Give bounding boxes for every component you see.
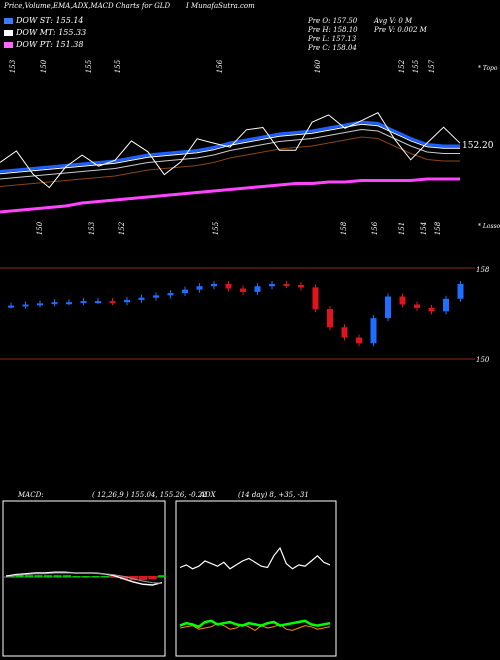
macd-panel (2, 500, 166, 657)
adx-line (179, 546, 331, 570)
macd-histogram-bar (110, 576, 119, 578)
legend-item-pt: DOW PT: 151.38 (4, 40, 83, 50)
macd-histogram-bar (72, 576, 81, 578)
candle-body (66, 302, 72, 305)
candle-body (51, 302, 58, 305)
candle-body (22, 304, 29, 307)
price-level-150: 150 (476, 356, 490, 364)
macd-histogram-bar (44, 575, 52, 577)
macd-histogram-bar (82, 576, 90, 578)
candle-body (327, 309, 333, 328)
candle-body (370, 318, 377, 344)
legend-swatch-mt (4, 30, 13, 36)
losso-label: * Losso (478, 223, 500, 230)
macd-signal-line (5, 572, 163, 584)
topo-label: * Topo (478, 65, 498, 72)
candle-body (8, 305, 14, 308)
candle-body (298, 285, 304, 288)
candle-body (254, 286, 261, 292)
macd-histogram-bar (139, 576, 147, 581)
candle-body (356, 337, 362, 344)
ema-pt-line (0, 177, 460, 214)
candle-body (240, 288, 246, 292)
price-level-158: 158 (476, 266, 490, 274)
candle-body (385, 296, 391, 319)
macd-values: ( 12,26,9 ) 155.04, 155.26, -0.22 (92, 491, 207, 499)
stat-pre-close: Pre C: 158.04 (308, 44, 357, 52)
candle-body (80, 301, 87, 304)
stat-pre-low: Pre L: 157.13 (308, 35, 357, 43)
stat-pre-open: Pre O: 157.50 (308, 17, 358, 25)
candle-body (283, 283, 290, 286)
candlesticks (8, 280, 464, 347)
adx-minus-di-line (179, 622, 331, 632)
stat-avg-volume: Avg V: 0 M (374, 17, 413, 25)
legend-st-label: DOW ST: 155.14 (16, 16, 84, 25)
candle-body (196, 286, 203, 290)
macd-label: MACD: (18, 491, 44, 499)
candle-body (414, 304, 420, 308)
macd-histogram-bar (129, 576, 138, 581)
candle-body (124, 299, 130, 303)
candle-body (457, 283, 464, 299)
macd-histogram-bar (148, 576, 157, 580)
adx-label: ADX (200, 491, 216, 499)
stat-pre-volume: Pre V: 0.002 M (374, 26, 427, 34)
candle-body (428, 307, 435, 312)
ema-st-line (0, 120, 460, 173)
adx-plus-di-line (179, 619, 331, 629)
candle-body (269, 283, 275, 287)
adx-panel (175, 500, 337, 657)
candle-body (443, 298, 449, 312)
candle-body (225, 283, 232, 289)
ema-mt-line-2 (0, 123, 460, 175)
candle-body (211, 283, 217, 287)
candle-body (138, 297, 145, 300)
price-close-line (0, 112, 461, 189)
candle-body (167, 293, 174, 296)
legend-item-mt: DOW MT: 155.33 (4, 28, 86, 38)
macd-histogram-bar (25, 575, 33, 577)
adx-drawing (179, 546, 331, 632)
legend-pt-label: DOW PT: 151.38 (16, 40, 84, 49)
macd-histogram-bar (101, 576, 109, 578)
candle-body (95, 301, 101, 304)
candle-body (109, 301, 116, 304)
macd-drawing (4, 571, 166, 586)
stat-pre-high: Pre H: 158.10 (308, 26, 358, 34)
candle-body (37, 303, 43, 306)
candle-body (312, 287, 319, 310)
macd-histogram-bar (120, 576, 128, 580)
ema-mid-line (0, 136, 460, 187)
macd-histogram-bar (91, 576, 100, 578)
candle-body (399, 296, 406, 305)
candle-body (182, 289, 188, 294)
last-price-label: 152.20 (462, 141, 494, 151)
chart-title: Price,Volume,EMA,ADX,MACD Charts for GLD (4, 2, 171, 10)
ema-lines (0, 112, 461, 214)
candle-body (153, 295, 159, 298)
legend-mt-label: DOW MT: 155.33 (16, 28, 87, 37)
macd-histogram-bar (53, 575, 62, 577)
adx-values: (14 day) 8, +35, -31 (238, 491, 309, 499)
ema-mt-line (0, 128, 460, 180)
brand-label: I MunafaSutra.com (186, 2, 255, 10)
legend-swatch-pt (4, 42, 13, 48)
legend-item-st: DOW ST: 155.14 (4, 16, 84, 26)
macd-histogram-bar (15, 575, 24, 577)
legend-swatch-st (4, 18, 13, 24)
macd-histogram-bar (158, 575, 166, 577)
macd-histogram-bar (34, 575, 43, 577)
candle-body (341, 327, 348, 338)
macd-histogram-bar (63, 575, 71, 577)
